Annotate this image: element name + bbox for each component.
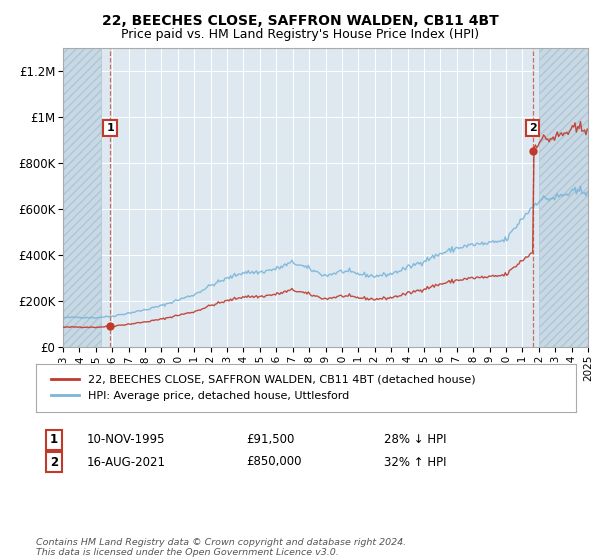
Text: 28% ↓ HPI: 28% ↓ HPI xyxy=(384,433,446,446)
Text: £91,500: £91,500 xyxy=(246,433,295,446)
Text: 1: 1 xyxy=(106,123,114,133)
Text: Price paid vs. HM Land Registry's House Price Index (HPI): Price paid vs. HM Land Registry's House … xyxy=(121,28,479,41)
Bar xyxy=(63,48,101,347)
Text: 32% ↑ HPI: 32% ↑ HPI xyxy=(384,455,446,469)
Text: 1: 1 xyxy=(50,433,58,446)
Text: £850,000: £850,000 xyxy=(246,455,302,469)
Text: 2: 2 xyxy=(50,455,58,469)
Legend: 22, BEECHES CLOSE, SAFFRON WALDEN, CB11 4BT (detached house), HPI: Average price: 22, BEECHES CLOSE, SAFFRON WALDEN, CB11 … xyxy=(47,370,480,405)
Bar xyxy=(539,48,588,347)
Text: 10-NOV-1995: 10-NOV-1995 xyxy=(87,433,166,446)
Text: 22, BEECHES CLOSE, SAFFRON WALDEN, CB11 4BT: 22, BEECHES CLOSE, SAFFRON WALDEN, CB11 … xyxy=(101,14,499,28)
Text: Contains HM Land Registry data © Crown copyright and database right 2024.
This d: Contains HM Land Registry data © Crown c… xyxy=(36,538,406,557)
Text: 2: 2 xyxy=(529,123,536,133)
Text: 16-AUG-2021: 16-AUG-2021 xyxy=(87,455,166,469)
